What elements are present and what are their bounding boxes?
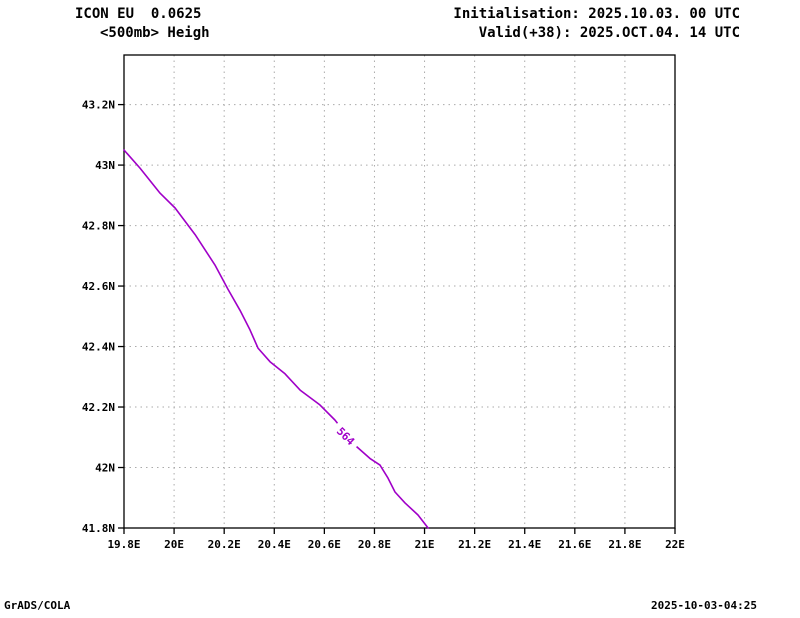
x-tick-label: 20.8E [358, 538, 391, 551]
contour-line [123, 149, 429, 529]
creation-timestamp: 2025-10-03-04:25 [651, 599, 757, 612]
initialisation-time: Initialisation: 2025.10.03. 00 UTC [453, 6, 740, 22]
x-tick-label: 20.6E [308, 538, 341, 551]
y-tick-label: 42.2N [82, 401, 115, 414]
x-tick-label: 20.2E [208, 538, 241, 551]
plot-frame [123, 54, 676, 529]
y-tick-label: 42.6N [82, 280, 115, 293]
field-title: <500mb> Heigh [100, 25, 210, 41]
x-tick-label: 20.4E [258, 538, 291, 551]
y-tick-label: 43N [95, 159, 115, 172]
model-title: ICON EU 0.0625 [75, 6, 202, 22]
y-tick-label: 43.2N [82, 99, 115, 112]
x-tick-label: 21.4E [508, 538, 541, 551]
x-tick-label: 21.2E [458, 538, 491, 551]
y-tick-label: 41.8N [82, 522, 115, 535]
x-tick-label: 22E [665, 538, 685, 551]
x-tick-label: 21E [415, 538, 435, 551]
x-tick-label: 21.6E [558, 538, 591, 551]
x-tick-label: 19.8E [107, 538, 140, 551]
x-tick-label: 21.8E [608, 538, 641, 551]
x-tick-label: 20E [164, 538, 184, 551]
contour-label-mask [329, 419, 363, 453]
y-tick-label: 42.8N [82, 220, 115, 233]
y-tick-label: 42N [95, 462, 115, 475]
valid-time: Valid(+38): 2025.OCT.04. 14 UTC [478, 25, 740, 41]
grads-credit: GrADS/COLA [4, 599, 71, 612]
y-tick-label: 42.4N [82, 341, 115, 354]
